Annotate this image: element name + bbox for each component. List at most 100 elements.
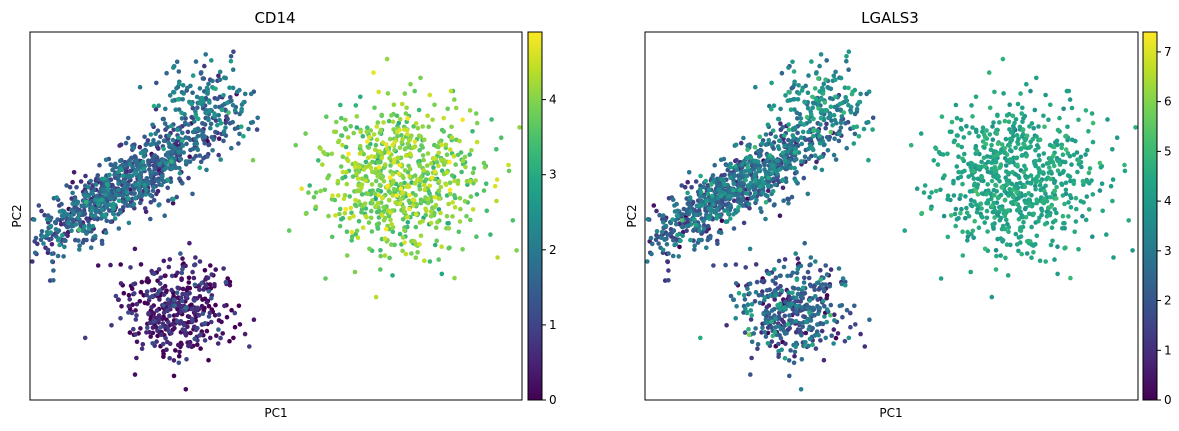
scatter-point bbox=[1033, 158, 1038, 164]
scatter-point bbox=[1073, 195, 1079, 201]
scatter-point bbox=[425, 200, 431, 206]
scatter-point bbox=[468, 179, 473, 184]
scatter-point bbox=[378, 127, 384, 133]
scatter-point bbox=[133, 196, 138, 201]
scatter-point bbox=[223, 120, 228, 126]
scatter-point bbox=[450, 214, 455, 219]
scatter-point bbox=[987, 105, 993, 111]
scatter-point bbox=[392, 242, 397, 248]
scatter-point bbox=[782, 143, 787, 149]
scatter-point bbox=[138, 170, 144, 176]
scatter-point bbox=[648, 235, 654, 241]
scatter-point bbox=[104, 218, 109, 224]
scatter-point bbox=[793, 344, 798, 350]
scatter-point bbox=[1122, 162, 1127, 168]
scatter-point bbox=[757, 134, 763, 140]
scatter-point bbox=[838, 75, 844, 81]
scatter-point bbox=[866, 89, 872, 94]
scatter-point bbox=[457, 138, 462, 144]
scatter-point bbox=[388, 210, 393, 215]
scatter-point bbox=[785, 321, 791, 327]
scatter-point bbox=[242, 91, 248, 97]
scatter-point bbox=[344, 181, 350, 187]
scatter-point bbox=[823, 108, 828, 114]
scatter-point bbox=[802, 154, 808, 159]
scatter-point bbox=[175, 270, 180, 276]
scatter-point bbox=[448, 147, 453, 152]
scatter-point bbox=[165, 177, 170, 183]
scatter-point bbox=[994, 189, 999, 194]
scatter-point bbox=[396, 171, 402, 177]
scatter-point bbox=[389, 242, 394, 247]
scatter-point bbox=[167, 356, 172, 361]
scatter-point bbox=[1013, 201, 1019, 206]
scatter-point bbox=[795, 266, 801, 272]
scatter-point bbox=[400, 173, 405, 179]
scatter-point bbox=[420, 153, 426, 158]
scatter-point bbox=[794, 277, 800, 283]
scatter-point bbox=[216, 152, 221, 158]
scatter-point bbox=[817, 133, 822, 139]
scatter-point bbox=[186, 343, 191, 349]
scatter-point bbox=[799, 159, 804, 164]
scatter-point bbox=[994, 127, 999, 133]
scatter-point bbox=[1055, 168, 1061, 173]
scatter-point bbox=[755, 149, 761, 154]
scatter-point bbox=[786, 137, 791, 143]
scatter-point bbox=[467, 108, 473, 113]
scatter-point bbox=[1068, 205, 1074, 210]
scatter-point bbox=[1130, 248, 1135, 253]
scatter-point bbox=[1021, 169, 1027, 175]
scatter-point bbox=[421, 168, 427, 173]
scatter-point bbox=[216, 73, 221, 79]
scatter-point bbox=[190, 306, 195, 312]
scatter-point bbox=[209, 307, 215, 312]
scatter-point bbox=[951, 180, 956, 186]
scatter-point bbox=[197, 153, 203, 158]
scatter-point bbox=[197, 86, 203, 91]
scatter-point bbox=[1046, 160, 1052, 166]
scatter-point bbox=[1018, 146, 1023, 152]
scatter-point bbox=[109, 196, 114, 202]
scatter-point bbox=[933, 146, 939, 151]
scatter-point bbox=[820, 87, 826, 92]
scatter-point bbox=[426, 124, 432, 130]
scatter-point bbox=[714, 216, 719, 221]
scatter-point bbox=[993, 248, 999, 253]
scatter-point bbox=[691, 228, 696, 233]
scatter-point bbox=[468, 217, 473, 223]
scatter-point bbox=[817, 89, 822, 94]
scatter-point bbox=[1063, 180, 1069, 186]
scatter-point bbox=[707, 216, 712, 221]
scatter-point bbox=[870, 127, 875, 132]
scatter-point bbox=[390, 273, 395, 278]
scatter-point bbox=[945, 151, 950, 157]
scatter-point bbox=[1031, 250, 1036, 255]
scatter-point bbox=[806, 73, 811, 78]
scatter-point bbox=[89, 213, 94, 218]
scatter-point bbox=[980, 214, 985, 220]
scatter-point bbox=[817, 305, 823, 311]
scatter-point bbox=[169, 159, 174, 164]
scatter-point bbox=[139, 279, 145, 285]
scatter-point bbox=[1018, 240, 1023, 245]
scatter-point bbox=[794, 295, 799, 301]
scatter-point bbox=[379, 112, 385, 118]
scatter-point bbox=[156, 103, 161, 108]
scatter-point bbox=[148, 334, 153, 339]
scatter-point bbox=[118, 281, 124, 286]
scatter-point bbox=[190, 269, 195, 275]
scatter-point bbox=[670, 197, 676, 202]
scatter-point bbox=[813, 346, 819, 351]
scatter-point bbox=[677, 244, 682, 250]
scatter-point bbox=[991, 154, 997, 159]
scatter-point bbox=[184, 293, 190, 299]
scatter-point bbox=[711, 202, 716, 207]
scatter-point bbox=[778, 106, 783, 112]
scatter-point bbox=[125, 135, 131, 141]
scatter-point bbox=[221, 266, 226, 271]
scatter-point bbox=[192, 262, 198, 267]
scatter-point bbox=[344, 229, 350, 234]
scatter-point bbox=[32, 250, 38, 256]
scatter-point bbox=[335, 178, 341, 184]
